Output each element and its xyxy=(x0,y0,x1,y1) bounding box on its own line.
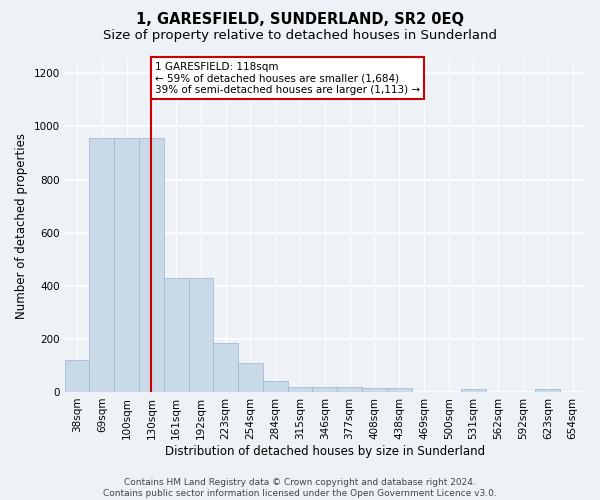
Bar xyxy=(214,343,238,392)
Bar xyxy=(114,138,139,392)
Text: 1, GARESFIELD, SUNDERLAND, SR2 0EQ: 1, GARESFIELD, SUNDERLAND, SR2 0EQ xyxy=(136,12,464,28)
Bar xyxy=(65,360,89,392)
X-axis label: Distribution of detached houses by size in Sunderland: Distribution of detached houses by size … xyxy=(165,444,485,458)
Text: Size of property relative to detached houses in Sunderland: Size of property relative to detached ho… xyxy=(103,29,497,42)
Bar xyxy=(461,390,486,392)
Y-axis label: Number of detached properties: Number of detached properties xyxy=(15,133,28,319)
Bar xyxy=(387,388,412,392)
Bar xyxy=(263,381,287,392)
Text: Contains HM Land Registry data © Crown copyright and database right 2024.
Contai: Contains HM Land Registry data © Crown c… xyxy=(103,478,497,498)
Bar xyxy=(313,387,337,392)
Bar xyxy=(89,138,114,392)
Bar xyxy=(287,387,313,392)
Bar xyxy=(164,278,188,392)
Bar xyxy=(535,390,560,392)
Bar xyxy=(188,278,214,392)
Bar xyxy=(362,388,387,392)
Bar xyxy=(238,362,263,392)
Bar xyxy=(139,138,164,392)
Text: 1 GARESFIELD: 118sqm
← 59% of detached houses are smaller (1,684)
39% of semi-de: 1 GARESFIELD: 118sqm ← 59% of detached h… xyxy=(155,62,420,95)
Bar xyxy=(337,387,362,392)
